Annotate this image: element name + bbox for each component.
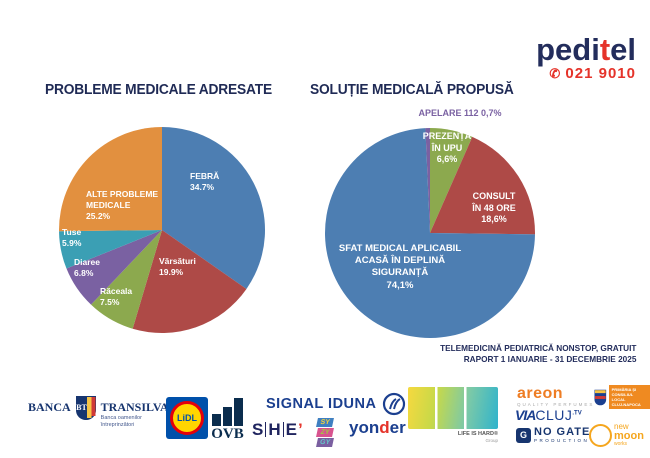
yonder-part1: yon bbox=[349, 418, 380, 437]
viacluj-via: VIA bbox=[515, 407, 536, 423]
new-moon-line2: moon bbox=[614, 430, 644, 442]
cluj-city-hall-logo: PRIMĂRIA ȘI CONSILIUL LOCAL CLUJ-NAPOCA bbox=[594, 385, 650, 409]
no-gate-name: NO GATE bbox=[534, 426, 591, 438]
peditel-word-part2: t bbox=[599, 32, 611, 67]
cluj-line3: CLUJ-NAPOCA bbox=[611, 402, 641, 407]
no-gate-g-icon: G bbox=[516, 427, 531, 443]
footer-note-line2: RAPORT 1 IANUARIE - 31 DECEMBRIE 2025 bbox=[463, 354, 636, 364]
yonder-part2: d bbox=[379, 418, 390, 437]
new-moon-logo: new moon works bbox=[589, 423, 644, 447]
pie1-slice-label-2: Vărsături 19.9% bbox=[159, 256, 196, 277]
left-chart-title: PROBLEME MEDICALE ADRESATE bbox=[45, 82, 272, 98]
pie1-slice-3 bbox=[91, 230, 162, 329]
bt-shield-icon: BT bbox=[75, 396, 96, 420]
life-is-hard-lh-icon bbox=[408, 387, 498, 429]
pie1-slice-label-1: FEBRĂ 34.7% bbox=[190, 171, 220, 192]
new-moon-line3: works bbox=[614, 441, 628, 447]
she-divider bbox=[265, 422, 267, 437]
areon-logo: areon QUALITY PERFUMES bbox=[517, 386, 594, 408]
syzygy-row3: GY bbox=[316, 438, 335, 447]
cluj-line2: CONSILIUL LOCAL bbox=[611, 392, 634, 402]
new-moon-line1: new bbox=[614, 422, 629, 431]
right-chart-title: SOLUȚIE MEDICALĂ PROPUSĂ bbox=[310, 82, 514, 98]
no-gate-logo: G NO GATE PRODUCTION bbox=[516, 427, 590, 444]
life-is-hard-group: Group bbox=[485, 437, 498, 443]
areon-text: areon bbox=[517, 385, 564, 402]
she-accent: ’ bbox=[297, 420, 303, 439]
bt-tagline-line1: Banca oamenilor bbox=[100, 415, 142, 421]
pie1-slice-1 bbox=[162, 127, 266, 289]
yonder-logo: yonder bbox=[349, 419, 406, 436]
peditel-word-part1: pedi bbox=[536, 32, 600, 67]
pie1-slice-6 bbox=[59, 127, 162, 232]
lidl-logo: LiDL bbox=[166, 397, 208, 439]
pie1-slice-label-4: Diaree 6.8% bbox=[74, 257, 100, 278]
viacluj-cluj: CLUJ bbox=[535, 407, 573, 423]
peditel-logo: peditel ✆ 021 9010 bbox=[536, 34, 636, 81]
pie1-slice-label-6: ALTE PROBLEME MEDICALE 25.2% bbox=[86, 189, 159, 221]
syzygy-logo: SY ZY GY bbox=[316, 418, 335, 447]
pie2-slice-4 bbox=[425, 127, 430, 233]
pie2-slice-2 bbox=[430, 136, 535, 235]
pie2-slice-label-3: SFAT MEDICAL APLICABIL ACASĂ ÎN DEPLINĂ SI… bbox=[338, 243, 462, 291]
she-letter-s: S bbox=[252, 420, 264, 439]
peditel-word-part3: el bbox=[610, 32, 636, 67]
pie2-slice-3 bbox=[324, 128, 535, 338]
life-is-hard-logo: LIFE IS HARD® Group bbox=[408, 387, 498, 443]
life-is-hard-caption: LIFE IS HARD® bbox=[457, 431, 498, 437]
cluj-coat-of-arms-icon bbox=[594, 389, 607, 405]
ovb-text: OVB bbox=[211, 426, 244, 442]
signal-iduna-logo: SIGNAL IDUNA bbox=[266, 392, 406, 416]
new-moon-ring-icon bbox=[589, 423, 612, 447]
pie1-slice-4 bbox=[66, 230, 162, 305]
she-logo: S H E’ bbox=[252, 421, 303, 438]
lidl-circle-icon: LiDL bbox=[170, 401, 204, 435]
syzygy-row2: ZY bbox=[316, 428, 335, 437]
areon-subtitle: QUALITY PERFUMES bbox=[517, 402, 595, 407]
svg-text:BT: BT bbox=[76, 403, 87, 412]
phone-icon: ✆ bbox=[549, 66, 561, 81]
she-divider bbox=[282, 422, 284, 437]
signal-iduna-text: SIGNAL IDUNA bbox=[266, 395, 377, 412]
phone-number-text: 021 9010 bbox=[565, 65, 636, 82]
signal-iduna-umbrella-icon bbox=[383, 392, 406, 416]
pie1-slice-5 bbox=[59, 230, 163, 269]
viacluj-tv-suffix: .TV bbox=[572, 410, 582, 417]
cluj-line1: PRIMĂRIA ȘI bbox=[611, 387, 637, 392]
pie1-slice-2 bbox=[132, 230, 247, 334]
bt-banca-text: BANCA bbox=[28, 400, 71, 414]
bt-tagline-line2: întreprinzători bbox=[100, 422, 135, 428]
footer-note: TELEMEDICINĂ PEDIATRICĂ NONSTOP, GRATUIT… bbox=[440, 343, 636, 365]
ovb-logo: OVB bbox=[205, 398, 250, 442]
lidl-text: LiDL bbox=[177, 412, 197, 423]
syzygy-row1: SY bbox=[316, 418, 335, 427]
no-gate-production: PRODUCTION bbox=[534, 438, 590, 443]
pie2-slice-label-1: PREZENȚĂ ÎN UPU 6,6% bbox=[422, 131, 472, 164]
peditel-wordmark: peditel bbox=[536, 34, 636, 65]
pie2-slice-label-2: CONSULT ÎN 48 ORE 18,6% bbox=[472, 191, 516, 224]
ovb-bars-icon bbox=[205, 398, 250, 426]
phone-number: ✆ 021 9010 bbox=[536, 66, 636, 81]
pie1-slice-label-5: Tuse 5.9% bbox=[62, 227, 82, 248]
footer-note-line1: TELEMEDICINĂ PEDIATRICĂ NONSTOP, GRATUIT bbox=[439, 343, 636, 353]
pie1-slice-label-3: Răceala 7.5% bbox=[100, 286, 133, 307]
cluj-text-box: PRIMĂRIA ȘI CONSILIUL LOCAL CLUJ-NAPOCA bbox=[608, 385, 650, 409]
she-letter-h: H bbox=[268, 420, 281, 439]
she-letter-e: E bbox=[285, 420, 297, 439]
yonder-part3: er bbox=[389, 418, 406, 437]
pie2-slice-label-4: APELARE 112 0,7% bbox=[418, 108, 502, 118]
viacluj-tv-logo: VIACLUJ.TV bbox=[515, 408, 582, 422]
pie2-slice-1 bbox=[430, 128, 473, 233]
